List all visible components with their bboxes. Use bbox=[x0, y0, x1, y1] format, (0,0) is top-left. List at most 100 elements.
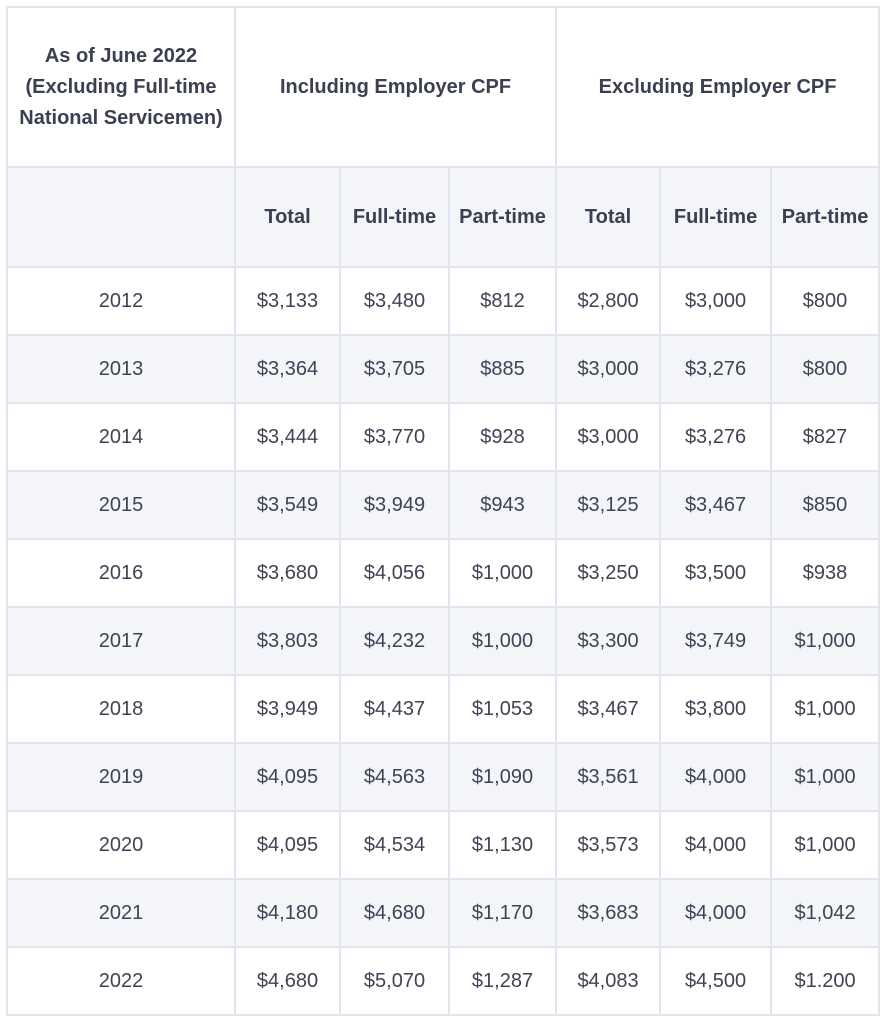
year-cell: 2013 bbox=[6, 334, 236, 404]
year-cell: 2015 bbox=[6, 470, 236, 540]
col-header-inc-total: Total bbox=[234, 166, 341, 268]
exc-part-time-cell: $850 bbox=[770, 470, 881, 540]
col-header-exc-total: Total bbox=[555, 166, 662, 268]
exc-total-cell: $3,683 bbox=[555, 878, 662, 948]
inc-total-cell: $3,803 bbox=[234, 606, 341, 676]
inc-full-time-cell: $5,070 bbox=[339, 946, 450, 1016]
exc-total-cell: $4,083 bbox=[555, 946, 662, 1016]
exc-total-cell: $3,300 bbox=[555, 606, 662, 676]
exc-full-time-cell: $3,749 bbox=[659, 606, 773, 676]
inc-part-time-cell: $1,090 bbox=[447, 742, 558, 812]
inc-full-time-cell: $3,949 bbox=[339, 470, 450, 540]
exc-part-time-cell: $800 bbox=[770, 334, 881, 404]
inc-full-time-cell: $4,232 bbox=[339, 606, 450, 676]
inc-total-cell: $3,949 bbox=[234, 674, 341, 744]
year-cell: 2019 bbox=[6, 742, 236, 812]
group-header-including: Including Employer CPF bbox=[233, 6, 558, 168]
exc-total-cell: $3,000 bbox=[555, 402, 662, 472]
table-row: 2018 $3,949 $4,437 $1,053 $3,467 $3,800 … bbox=[6, 674, 881, 744]
inc-total-cell: $4,095 bbox=[234, 742, 341, 812]
exc-full-time-cell: $3,276 bbox=[659, 402, 773, 472]
header-row-groups: As of June 2022 (Excluding Full-time Nat… bbox=[6, 6, 881, 168]
exc-part-time-cell: $1,000 bbox=[770, 810, 881, 880]
inc-part-time-cell: $812 bbox=[447, 266, 558, 336]
table-row: 2013 $3,364 $3,705 $885 $3,000 $3,276 $8… bbox=[6, 334, 881, 404]
inc-part-time-cell: $943 bbox=[447, 470, 558, 540]
inc-part-time-cell: $1,287 bbox=[447, 946, 558, 1016]
exc-full-time-cell: $3,000 bbox=[659, 266, 773, 336]
col-header-exc-part-time: Part-time bbox=[770, 166, 881, 268]
year-cell: 2016 bbox=[6, 538, 236, 608]
year-cell: 2021 bbox=[6, 878, 236, 948]
exc-part-time-cell: $827 bbox=[770, 402, 881, 472]
year-cell: 2017 bbox=[6, 606, 236, 676]
exc-total-cell: $3,125 bbox=[555, 470, 662, 540]
year-cell: 2014 bbox=[6, 402, 236, 472]
blank-header-cell bbox=[6, 166, 236, 268]
exc-full-time-cell: $4,000 bbox=[659, 810, 773, 880]
table-row: 2016 $3,680 $4,056 $1,000 $3,250 $3,500 … bbox=[6, 538, 881, 608]
inc-total-cell: $3,444 bbox=[234, 402, 341, 472]
exc-full-time-cell: $4,000 bbox=[659, 878, 773, 948]
inc-total-cell: $4,680 bbox=[234, 946, 341, 1016]
group-header-excluding: Excluding Employer CPF bbox=[555, 6, 881, 168]
exc-total-cell: $3,573 bbox=[555, 810, 662, 880]
exc-total-cell: $2,800 bbox=[555, 266, 662, 336]
exc-total-cell: $3,250 bbox=[555, 538, 662, 608]
inc-full-time-cell: $3,480 bbox=[339, 266, 450, 336]
corner-header: As of June 2022 (Excluding Full-time Nat… bbox=[6, 6, 236, 168]
exc-part-time-cell: $938 bbox=[770, 538, 881, 608]
exc-part-time-cell: $1,000 bbox=[770, 606, 881, 676]
exc-full-time-cell: $4,000 bbox=[659, 742, 773, 812]
table-row: 2022 $4,680 $5,070 $1,287 $4,083 $4,500 … bbox=[6, 946, 881, 1016]
inc-total-cell: $3,133 bbox=[234, 266, 341, 336]
inc-part-time-cell: $1,000 bbox=[447, 538, 558, 608]
inc-full-time-cell: $4,680 bbox=[339, 878, 450, 948]
exc-full-time-cell: $3,500 bbox=[659, 538, 773, 608]
table-row: 2015 $3,549 $3,949 $943 $3,125 $3,467 $8… bbox=[6, 470, 881, 540]
inc-total-cell: $3,680 bbox=[234, 538, 341, 608]
inc-total-cell: $3,549 bbox=[234, 470, 341, 540]
exc-part-time-cell: $800 bbox=[770, 266, 881, 336]
exc-total-cell: $3,561 bbox=[555, 742, 662, 812]
col-header-exc-full-time: Full-time bbox=[659, 166, 773, 268]
inc-part-time-cell: $885 bbox=[447, 334, 558, 404]
table-row: 2014 $3,444 $3,770 $928 $3,000 $3,276 $8… bbox=[6, 402, 881, 472]
year-cell: 2020 bbox=[6, 810, 236, 880]
exc-full-time-cell: $3,276 bbox=[659, 334, 773, 404]
exc-part-time-cell: $1,000 bbox=[770, 674, 881, 744]
table-row: 2020 $4,095 $4,534 $1,130 $3,573 $4,000 … bbox=[6, 810, 881, 880]
year-cell: 2012 bbox=[6, 266, 236, 336]
inc-part-time-cell: $1,170 bbox=[447, 878, 558, 948]
salary-table: As of June 2022 (Excluding Full-time Nat… bbox=[6, 6, 881, 1016]
inc-part-time-cell: $1,000 bbox=[447, 606, 558, 676]
inc-part-time-cell: $928 bbox=[447, 402, 558, 472]
inc-full-time-cell: $3,770 bbox=[339, 402, 450, 472]
inc-full-time-cell: $4,056 bbox=[339, 538, 450, 608]
inc-full-time-cell: $4,534 bbox=[339, 810, 450, 880]
inc-full-time-cell: $3,705 bbox=[339, 334, 450, 404]
col-header-inc-part-time: Part-time bbox=[447, 166, 558, 268]
exc-total-cell: $3,000 bbox=[555, 334, 662, 404]
table-row: 2019 $4,095 $4,563 $1,090 $3,561 $4,000 … bbox=[6, 742, 881, 812]
table-body: 2012 $3,133 $3,480 $812 $2,800 $3,000 $8… bbox=[6, 266, 881, 1016]
table-row: 2017 $3,803 $4,232 $1,000 $3,300 $3,749 … bbox=[6, 606, 881, 676]
table-row: 2012 $3,133 $3,480 $812 $2,800 $3,000 $8… bbox=[6, 266, 881, 336]
inc-total-cell: $4,180 bbox=[234, 878, 341, 948]
exc-part-time-cell: $1,000 bbox=[770, 742, 881, 812]
exc-full-time-cell: $3,800 bbox=[659, 674, 773, 744]
table-row: 2021 $4,180 $4,680 $1,170 $3,683 $4,000 … bbox=[6, 878, 881, 948]
exc-part-time-cell: $1,042 bbox=[770, 878, 881, 948]
header-row-subcolumns: Total Full-time Part-time Total Full-tim… bbox=[6, 166, 881, 268]
inc-full-time-cell: $4,437 bbox=[339, 674, 450, 744]
exc-total-cell: $3,467 bbox=[555, 674, 662, 744]
exc-full-time-cell: $3,467 bbox=[659, 470, 773, 540]
year-cell: 2022 bbox=[6, 946, 236, 1016]
exc-full-time-cell: $4,500 bbox=[659, 946, 773, 1016]
inc-full-time-cell: $4,563 bbox=[339, 742, 450, 812]
col-header-inc-full-time: Full-time bbox=[339, 166, 450, 268]
inc-part-time-cell: $1,130 bbox=[447, 810, 558, 880]
inc-part-time-cell: $1,053 bbox=[447, 674, 558, 744]
year-cell: 2018 bbox=[6, 674, 236, 744]
exc-part-time-cell: $1.200 bbox=[770, 946, 881, 1016]
